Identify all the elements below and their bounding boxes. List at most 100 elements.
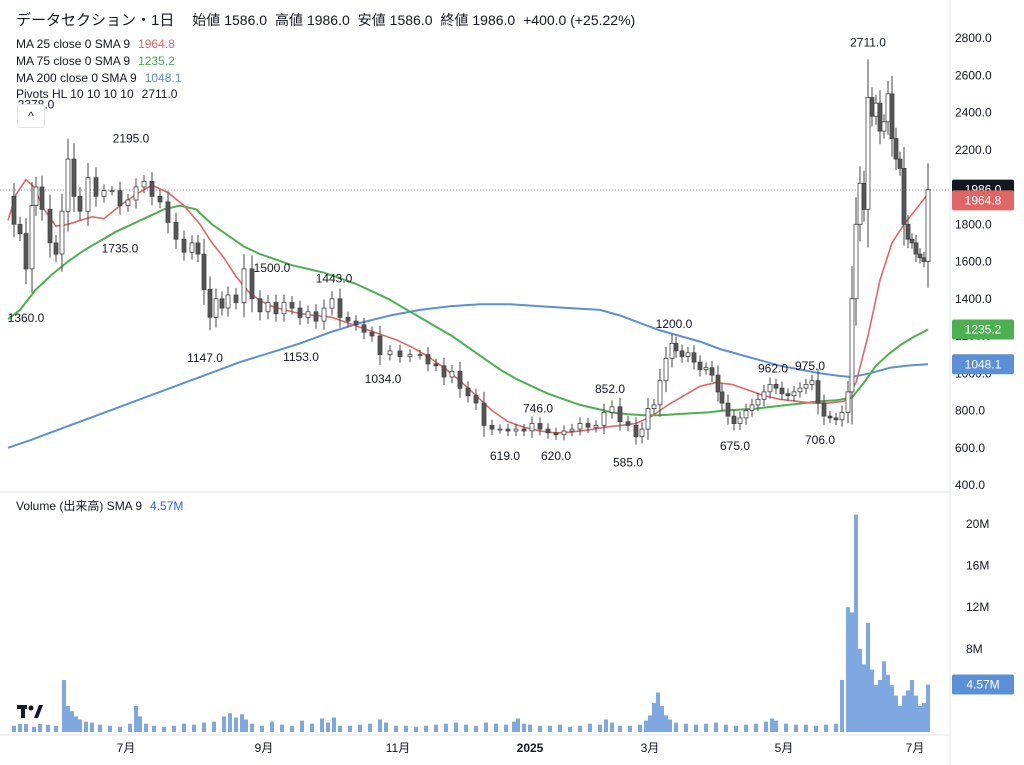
candle-body [569, 428, 575, 432]
volume-bar [656, 692, 660, 732]
ma200-path [7, 303, 929, 449]
volume-tick-label: 8M [966, 642, 983, 656]
candle-body [669, 342, 675, 359]
volume-bar [858, 648, 862, 732]
volume-bar [172, 725, 176, 732]
candle-body [785, 393, 791, 397]
candle-body [201, 253, 207, 290]
candle-body [889, 93, 895, 140]
candle-body [725, 402, 731, 417]
volume-bar [694, 724, 698, 732]
volume-bar [610, 722, 614, 732]
candle-body [353, 320, 359, 326]
volume-bar [512, 721, 516, 732]
candle-body [845, 391, 851, 413]
volume-bar [228, 713, 232, 732]
volume-legend[interactable]: Volume (出来高) SMA 9 4.57M [16, 498, 183, 514]
candle-body [297, 307, 303, 318]
time-tick-label: 3月 [641, 741, 660, 755]
open-label: 始値 [192, 12, 221, 28]
time-tick-label: 5月 [775, 741, 794, 755]
volume-bar [764, 721, 768, 732]
indicator-label: Pivots HL 10 10 10 10 [16, 87, 134, 101]
volume-bar [128, 723, 132, 732]
candle-body [473, 395, 479, 404]
volume-bar [358, 724, 362, 732]
indicator-pivots[interactable]: Pivots HL 10 10 10 10 2711.0 [16, 86, 177, 102]
price-badge-label: 1964.8 [965, 193, 1002, 207]
volume-bar [240, 714, 244, 732]
candle-body [877, 102, 883, 132]
pivot-label: 975.0 [795, 359, 825, 373]
volume-bar [108, 725, 112, 732]
volume-bar [98, 724, 102, 732]
candle-body [809, 380, 815, 385]
indicator-value: 2711.0 [141, 87, 178, 101]
volume-bar [870, 669, 874, 732]
volume-axis: 20M16M12M8M4M [966, 517, 989, 697]
pivot-label: 1735.0 [102, 241, 139, 255]
volume-bar [74, 716, 78, 732]
volume-bar [234, 717, 238, 732]
candle-body [737, 417, 743, 424]
collapse-legend-button[interactable]: ^ [17, 104, 45, 128]
indicator-ma200[interactable]: MA 200 close 0 SMA 9 1048.1 [16, 70, 181, 86]
price-badge [952, 354, 1014, 375]
price-tick-label: 2800.0 [955, 31, 992, 45]
candle-body [921, 257, 927, 262]
candle-body [71, 158, 77, 197]
candle-body [173, 221, 179, 240]
volume-bar [604, 719, 608, 732]
volume-bars [12, 514, 930, 732]
indicator-ma75[interactable]: MA 75 close 0 SMA 9 1235.2 [16, 53, 175, 69]
candle-body [241, 268, 247, 303]
volume-bar [516, 718, 520, 732]
tradingview-logo[interactable] [13, 698, 47, 724]
volume-bar [902, 695, 906, 732]
candle-body [141, 180, 147, 188]
volume-bar [548, 725, 552, 732]
candle-body [337, 298, 343, 318]
low-label: 安値 [357, 12, 386, 28]
candle-body [249, 268, 255, 300]
candle-body [505, 428, 511, 432]
volume-bar [144, 723, 148, 732]
indicator-value: 1964.8 [138, 37, 175, 51]
pivot-label: 585.0 [613, 456, 643, 470]
volume-bar [378, 719, 382, 732]
volume-bar [890, 685, 894, 732]
open-value: 1586.0 [224, 12, 268, 28]
candle-body [815, 380, 821, 404]
volume-bar [862, 664, 866, 732]
price-axis: 2800.02600.02400.02200.02000.01800.01600… [955, 31, 992, 492]
candle-body [345, 316, 351, 322]
indicator-ma25[interactable]: MA 25 close 0 SMA 9 1964.8 [16, 36, 175, 52]
volume-bar [454, 722, 458, 732]
candle-body [633, 424, 639, 437]
candles [11, 59, 931, 445]
ma75-line [7, 204, 929, 417]
volume-bar [770, 718, 774, 732]
candle-body [513, 428, 519, 432]
candle-body [893, 138, 899, 160]
volume-bar [504, 724, 508, 732]
price-tick-label: 800.0 [955, 404, 985, 418]
volume-bar [652, 702, 656, 732]
candle-body [553, 432, 559, 436]
volume-bar [320, 718, 324, 732]
high-value: 1986.0 [306, 12, 350, 28]
candle-body [645, 408, 651, 430]
candle-body [321, 307, 327, 322]
candle-body [791, 391, 797, 396]
volume-bar [618, 725, 622, 732]
candle-body [181, 238, 187, 253]
volume-bar [464, 724, 468, 732]
pivot-label: 675.0 [720, 439, 750, 453]
pivot-label: 2711.0 [850, 36, 886, 50]
candle-body [679, 350, 685, 357]
price-tick-label: 2200.0 [955, 143, 992, 157]
candle-body [149, 180, 155, 197]
candle-body [417, 354, 423, 357]
candle-body [407, 354, 413, 357]
pivot-label: 620.0 [541, 449, 571, 463]
